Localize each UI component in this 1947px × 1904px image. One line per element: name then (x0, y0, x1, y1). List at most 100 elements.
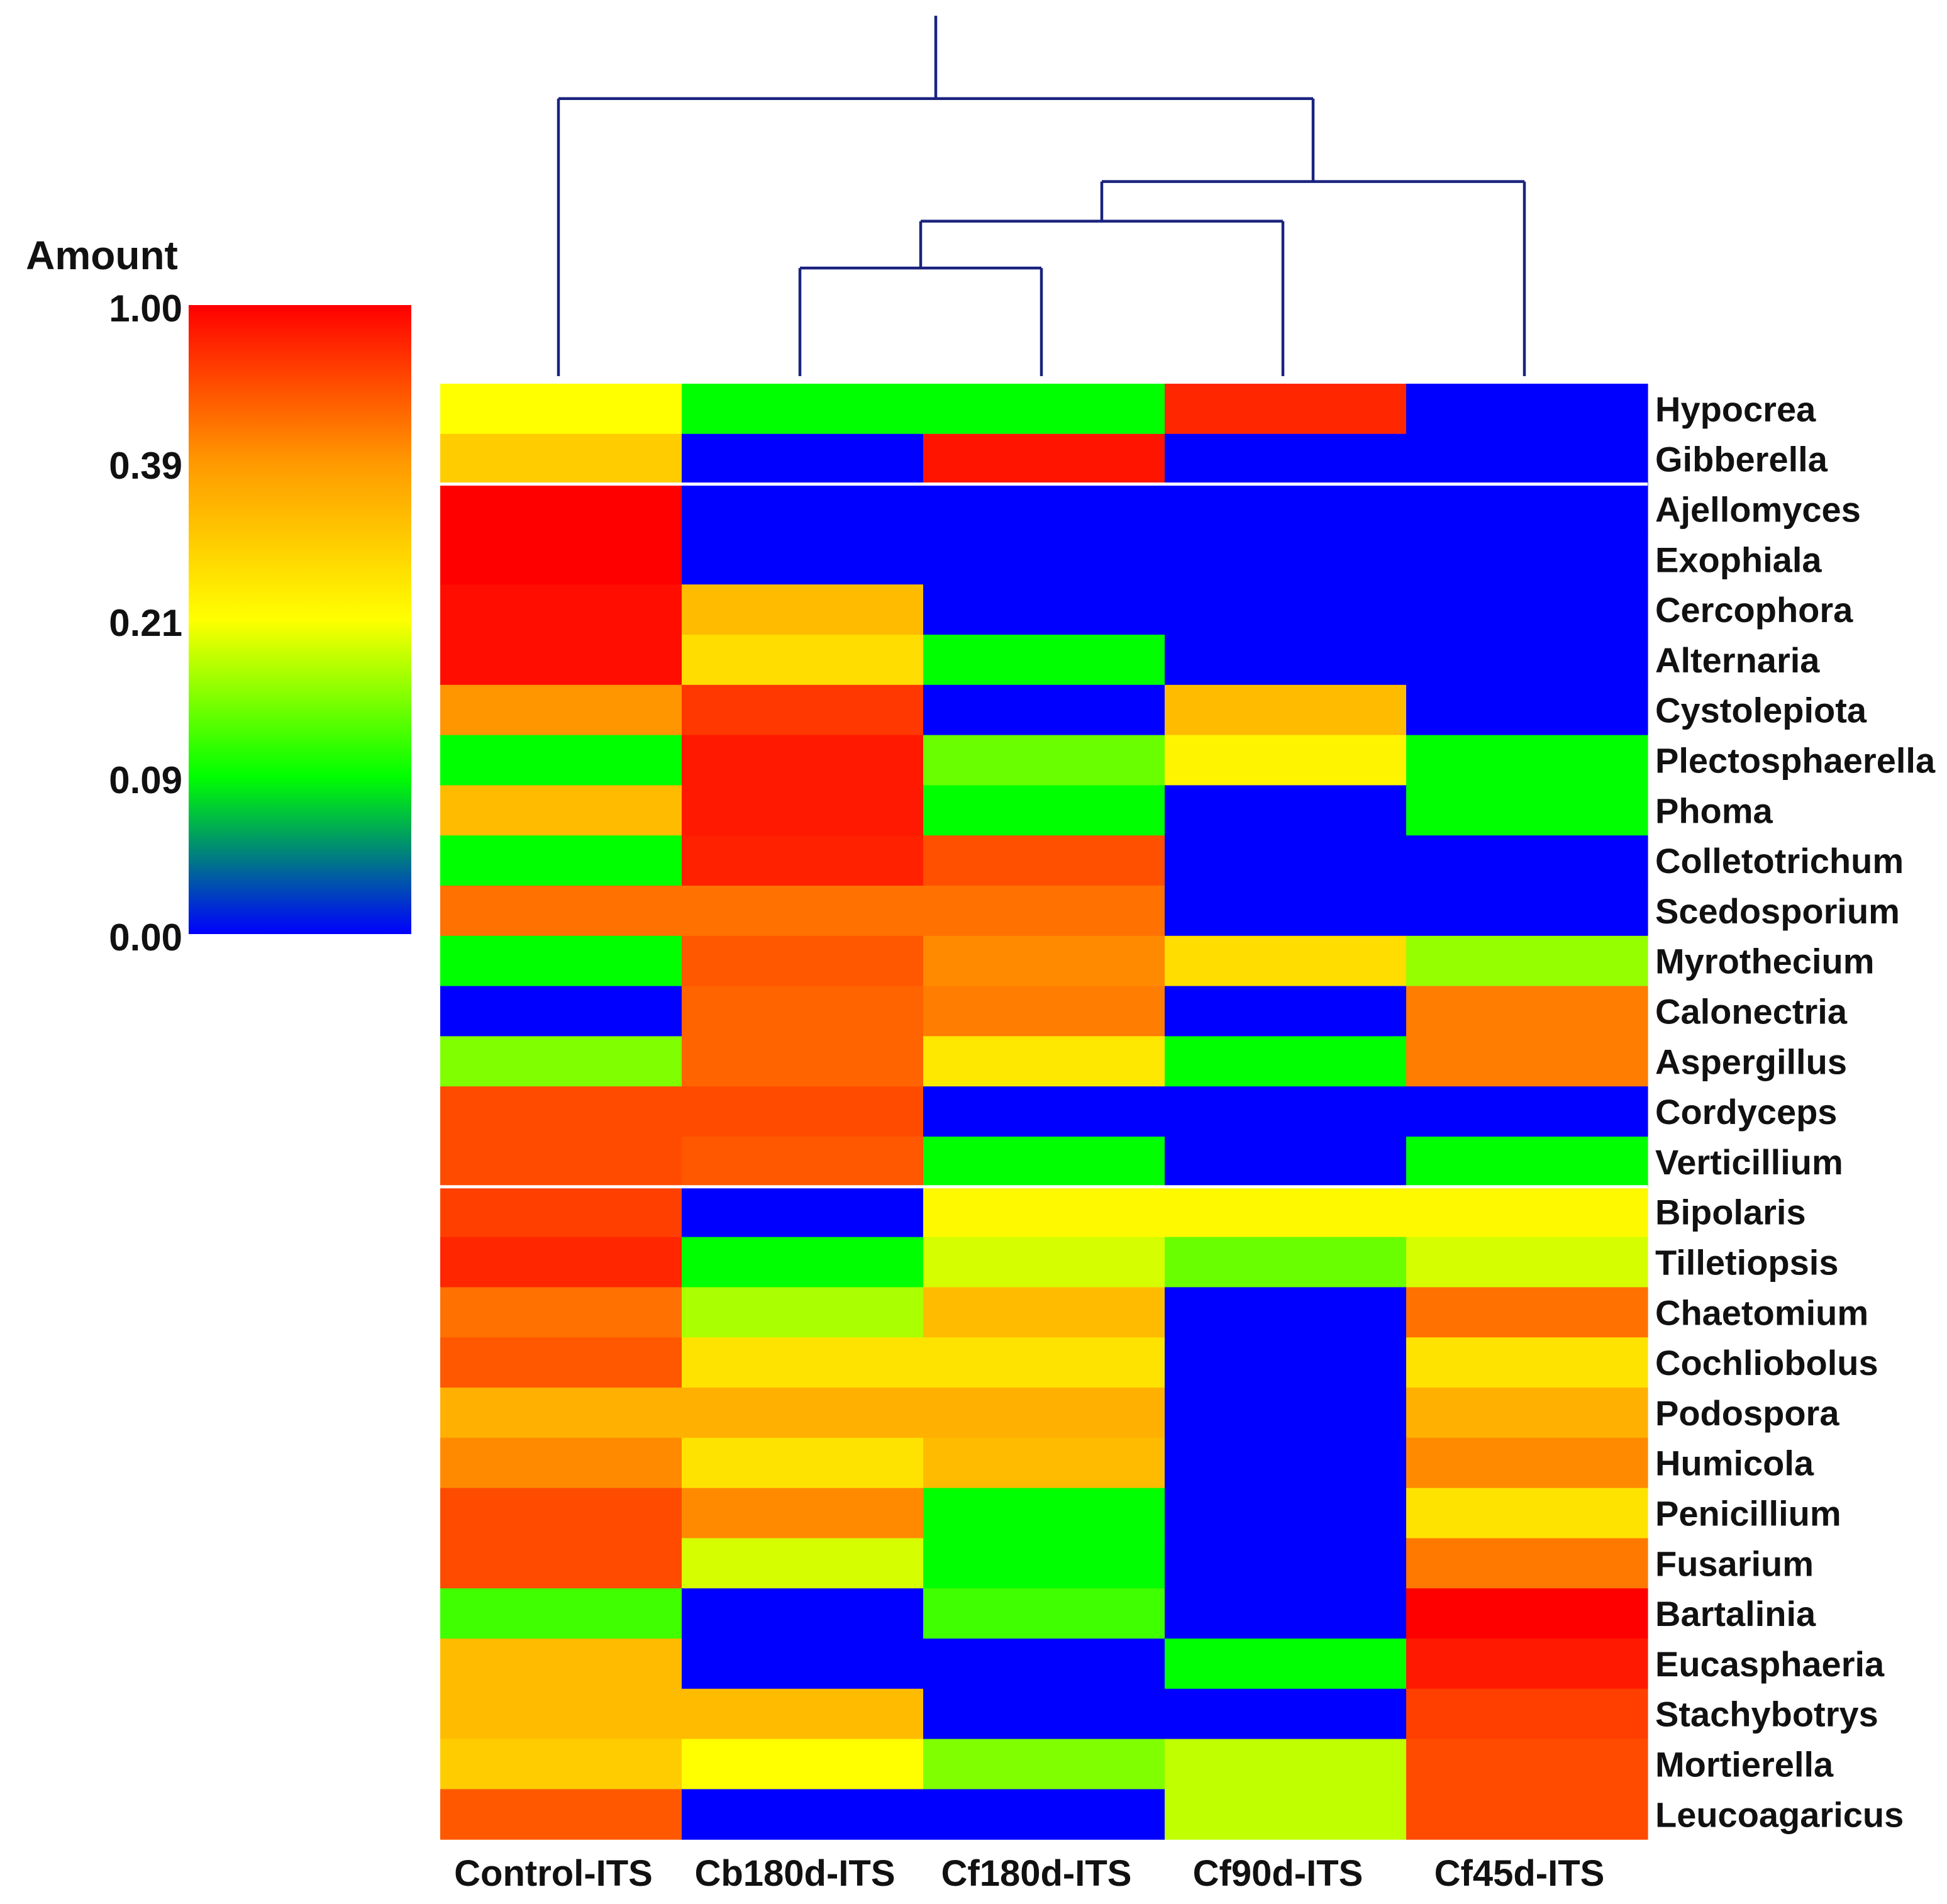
legend-tick-label: 1.00 (109, 287, 182, 330)
cell-colletotrichum-control-its (440, 835, 682, 886)
row-label-aspergillus: Aspergillus (1655, 1042, 1847, 1081)
cell-cochliobolus-cf45d-its (1406, 1337, 1648, 1388)
cell-gibberella-cf180d-its (923, 433, 1165, 485)
cell-exophiala-control-its (440, 534, 682, 585)
cell-bartalinia-control-its (440, 1588, 682, 1639)
cell-alternaria-cf180d-its (923, 635, 1165, 686)
cell-chaetomium-cf90d-its (1165, 1287, 1407, 1338)
cell-cercophora-control-its (440, 584, 682, 635)
legend-color-bar (189, 305, 411, 934)
cell-verticillium-cb180d-its (682, 1137, 924, 1188)
cell-chaetomium-control-its (440, 1287, 682, 1338)
cell-stachybotrys-cb180d-its (682, 1688, 924, 1740)
row-label-mortierella: Mortierella (1655, 1745, 1834, 1784)
cell-hypocrea-cf90d-its (1165, 384, 1407, 435)
cell-cystolepiota-control-its (440, 684, 682, 736)
cell-stachybotrys-cf90d-its (1165, 1688, 1407, 1740)
cell-fusarium-cb180d-its (682, 1538, 924, 1589)
cell-podospora-cb180d-its (682, 1388, 924, 1439)
cell-ajellomyces-cf45d-its (1406, 484, 1648, 535)
cell-exophiala-cb180d-its (682, 534, 924, 585)
cell-chaetomium-cf180d-its (923, 1287, 1165, 1338)
cell-gibberella-cf90d-its (1165, 433, 1407, 485)
cell-fusarium-cf180d-its (923, 1538, 1165, 1589)
cell-plectosphaerella-cf180d-its (923, 735, 1165, 786)
row-label-cordyceps: Cordyceps (1655, 1092, 1837, 1132)
cell-aspergillus-cb180d-its (682, 1036, 924, 1087)
cell-myrothecium-control-its (440, 935, 682, 987)
cell-exophiala-cf180d-its (923, 534, 1165, 585)
cell-myrothecium-cf90d-its (1165, 935, 1407, 987)
cell-chaetomium-cf45d-its (1406, 1287, 1648, 1338)
cell-alternaria-cf90d-its (1165, 635, 1407, 686)
cell-penicillium-control-its (440, 1488, 682, 1539)
cell-plectosphaerella-cb180d-its (682, 735, 924, 786)
row-label-cystolepiota: Cystolepiota (1655, 691, 1867, 730)
row-label-ajellomyces: Ajellomyces (1655, 490, 1861, 530)
cell-mortierella-cf90d-its (1165, 1739, 1407, 1790)
cell-eucasphaeria-cb180d-its (682, 1639, 924, 1690)
cell-ajellomyces-cf90d-its (1165, 484, 1407, 535)
column-label-cf45d-its: Cf45d-ITS (1434, 1853, 1605, 1894)
row-label-verticillium: Verticillium (1655, 1142, 1843, 1182)
cell-calonectria-control-its (440, 986, 682, 1037)
cell-eucasphaeria-control-its (440, 1639, 682, 1690)
cell-penicillium-cf45d-its (1406, 1488, 1648, 1539)
cell-calonectria-cf90d-its (1165, 986, 1407, 1037)
cell-hypocrea-cf180d-its (923, 384, 1165, 435)
cell-tilletiopsis-cf180d-its (923, 1237, 1165, 1288)
cell-leucoagaricus-cf45d-its (1406, 1789, 1648, 1840)
row-group-separators (440, 482, 1648, 1189)
cell-plectosphaerella-cf90d-its (1165, 735, 1407, 786)
cell-cochliobolus-control-its (440, 1337, 682, 1388)
cell-leucoagaricus-cf180d-its (923, 1789, 1165, 1840)
cell-alternaria-control-its (440, 635, 682, 686)
cell-gibberella-cf45d-its (1406, 433, 1648, 485)
cell-cercophora-cf180d-its (923, 584, 1165, 635)
column-label-cf180d-its: Cf180d-ITS (941, 1853, 1132, 1894)
cell-phoma-cf90d-its (1165, 785, 1407, 836)
cell-hypocrea-cf45d-its (1406, 384, 1648, 435)
cell-penicillium-cb180d-its (682, 1488, 924, 1539)
cell-alternaria-cf45d-its (1406, 635, 1648, 686)
cell-phoma-control-its (440, 785, 682, 836)
cell-chaetomium-cb180d-its (682, 1287, 924, 1338)
cell-cystolepiota-cf45d-its (1406, 684, 1648, 736)
cell-plectosphaerella-control-its (440, 735, 682, 786)
color-legend: Amount 1.00 0.39 0.21 0.09 0.00 (26, 233, 411, 959)
cell-fusarium-cf90d-its (1165, 1538, 1407, 1589)
legend-title: Amount (26, 233, 178, 278)
cell-mortierella-cf45d-its (1406, 1739, 1648, 1790)
row-label-humicola: Humicola (1655, 1444, 1814, 1483)
column-dendrogram (557, 16, 1526, 376)
cell-cercophora-cf45d-its (1406, 584, 1648, 635)
cell-gibberella-control-its (440, 433, 682, 485)
cell-colletotrichum-cf45d-its (1406, 835, 1648, 886)
cell-colletotrichum-cb180d-its (682, 835, 924, 886)
row-label-stachybotrys: Stachybotrys (1655, 1695, 1878, 1734)
cell-calonectria-cb180d-its (682, 986, 924, 1037)
cell-penicillium-cf90d-its (1165, 1488, 1407, 1539)
cell-leucoagaricus-cf90d-its (1165, 1789, 1407, 1840)
row-label-bipolaris: Bipolaris (1655, 1193, 1806, 1232)
cell-stachybotrys-control-its (440, 1688, 682, 1740)
cell-calonectria-cf180d-its (923, 986, 1165, 1037)
cell-scedosporium-cb180d-its (682, 886, 924, 937)
heatmap-cells (440, 384, 1648, 1840)
cell-hypocrea-control-its (440, 384, 682, 435)
row-label-gibberella: Gibberella (1655, 440, 1828, 479)
cell-myrothecium-cb180d-its (682, 935, 924, 987)
cell-cordyceps-cf90d-its (1165, 1086, 1407, 1137)
row-label-cochliobolus: Cochliobolus (1655, 1343, 1878, 1383)
cell-plectosphaerella-cf45d-its (1406, 735, 1648, 786)
row-label-fusarium: Fusarium (1655, 1544, 1814, 1583)
cell-podospora-cf45d-its (1406, 1388, 1648, 1439)
cell-myrothecium-cf45d-its (1406, 935, 1648, 987)
row-label-myrothecium: Myrothecium (1655, 942, 1875, 981)
cell-cercophora-cb180d-its (682, 584, 924, 635)
cell-humicola-control-its (440, 1437, 682, 1489)
cell-cordyceps-control-its (440, 1086, 682, 1137)
cell-bartalinia-cb180d-its (682, 1588, 924, 1639)
cell-cercophora-cf90d-its (1165, 584, 1407, 635)
cell-humicola-cb180d-its (682, 1437, 924, 1489)
